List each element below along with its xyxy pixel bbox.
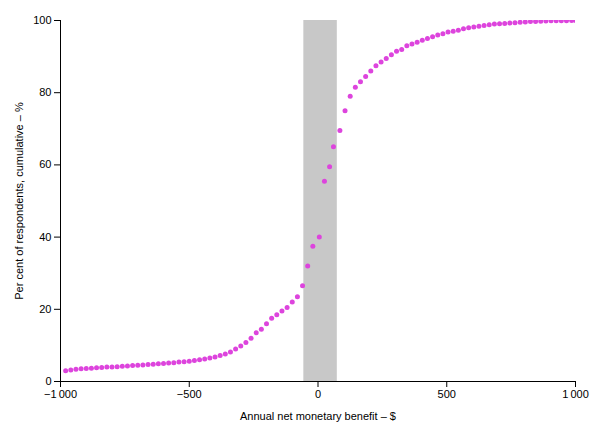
svg-text:Annual net monetary benefit –: Annual net monetary benefit – $	[240, 410, 396, 422]
svg-text:80: 80	[39, 86, 51, 98]
svg-text:−500: −500	[177, 388, 202, 400]
svg-text:60: 60	[39, 158, 51, 170]
svg-text:0: 0	[315, 388, 321, 400]
svg-text:Per cent of respondents, cumul: Per cent of respondents, cumulative – %	[13, 102, 25, 300]
svg-text:1 000: 1 000	[562, 388, 589, 400]
svg-text:500: 500	[438, 388, 456, 400]
svg-text:100: 100	[33, 14, 51, 26]
svg-text:40: 40	[39, 231, 51, 243]
svg-text:−1 000: −1 000	[44, 388, 77, 400]
svg-text:20: 20	[39, 303, 51, 315]
svg-text:0: 0	[45, 375, 51, 387]
